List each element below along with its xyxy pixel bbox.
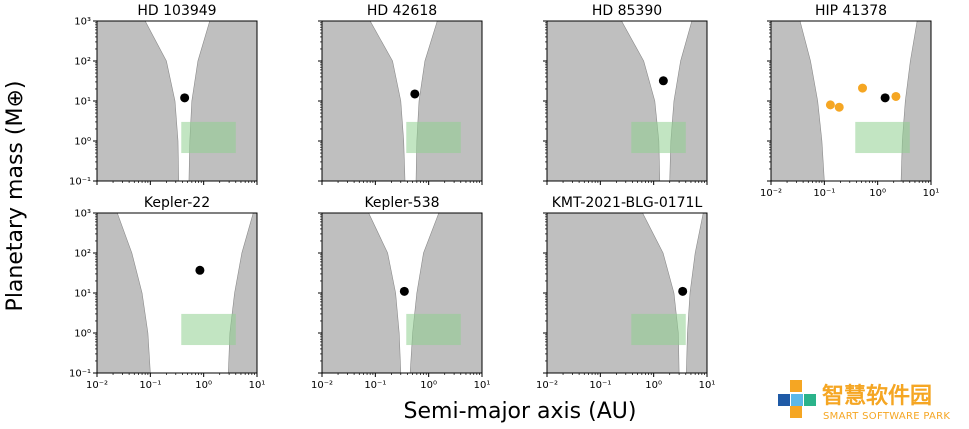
x-tick-label: 10⁻¹ — [813, 188, 835, 199]
x-tick-label: 10⁰ — [420, 380, 437, 391]
y-tick-label: 10² — [74, 249, 91, 260]
x-tick-label: 10⁰ — [645, 380, 662, 391]
watermark-name-cn: 智慧软件园 — [822, 383, 932, 409]
y-tick-label: 10³ — [74, 209, 91, 220]
panel-title: HIP 41378 — [815, 3, 887, 19]
y-tick-label: 10¹ — [74, 289, 91, 300]
x-tick-label: 10⁻² — [760, 188, 782, 199]
panel-plot-area — [771, 21, 931, 181]
planet-point — [678, 286, 688, 296]
logo-square-orange — [790, 380, 802, 392]
excluded-region-left — [547, 21, 661, 181]
habitable-zone-box — [855, 121, 910, 154]
excluded-region-right — [900, 21, 931, 181]
logo-square-orange-2 — [790, 406, 802, 418]
x-tick-label: 10¹ — [923, 188, 940, 199]
panel-title: KMT-2021-BLG-0171L — [552, 195, 703, 211]
sibling-planet-point — [834, 102, 844, 112]
x-tick-label: 10⁻² — [86, 380, 108, 391]
excluded-region-right — [669, 21, 707, 181]
habitable-zone-box — [181, 313, 236, 346]
panel-plot-area — [97, 21, 257, 181]
y-tick-label: 10⁻¹ — [69, 369, 91, 380]
x-tick-label: 10⁻¹ — [364, 380, 386, 391]
excluded-region-left — [771, 21, 825, 181]
x-tick-label: 10⁰ — [869, 188, 886, 199]
sibling-planet-point — [825, 100, 835, 110]
x-tick-label: 10⁰ — [195, 380, 212, 391]
x-axis-label: Semi-major axis (AU) — [404, 399, 637, 424]
planet-point — [195, 265, 205, 275]
y-tick-label: 10³ — [74, 17, 91, 28]
y-tick-label: 10⁰ — [74, 329, 91, 340]
excluded-region-left — [97, 21, 179, 181]
panel-title: Kepler-538 — [364, 195, 439, 211]
x-tick-label: 10¹ — [474, 380, 491, 391]
panel-3: HD 85390 — [543, 3, 708, 185]
habitable-zone-box — [406, 121, 461, 154]
panel-1: HD 103949 10⁻¹ 10⁰ 10¹ 10² 10³ — [69, 3, 258, 188]
sibling-planet-point — [858, 83, 868, 93]
y-tick-label: 10⁻¹ — [69, 177, 91, 188]
x-tick-label: 10¹ — [699, 380, 716, 391]
panel-plot-area — [322, 213, 482, 373]
panel-title: HD 103949 — [137, 3, 216, 19]
x-tick-label: 10⁻¹ — [589, 380, 611, 391]
x-tick-label: 10⁻² — [311, 380, 333, 391]
y-tick-label: 10² — [74, 57, 91, 68]
habitable-zone-box — [631, 313, 686, 346]
excluded-region-left — [322, 21, 406, 181]
excluded-region-left — [97, 213, 151, 373]
planet-point — [410, 89, 420, 99]
y-tick-label: 10¹ — [74, 97, 91, 108]
watermark-name-en: SMART SOFTWARE PARK — [823, 411, 950, 422]
planet-point — [399, 286, 409, 296]
panel-title: Kepler-22 — [144, 195, 210, 211]
panel-plot-area — [322, 21, 482, 181]
x-tick-label: 10⁻¹ — [139, 380, 161, 391]
y-axis-label: Planetary mass (M⊕) — [3, 81, 28, 312]
planet-point — [880, 93, 890, 103]
logo-square-blue — [778, 394, 790, 406]
logo-square-teal — [804, 394, 816, 406]
panel-4: HIP 41378 10⁻² 10⁻¹ 10⁰ 10¹ — [760, 3, 939, 199]
panel-plot-area — [97, 213, 257, 373]
excluded-region-right — [228, 213, 257, 373]
excluded-region-right — [188, 21, 257, 181]
sibling-planet-point — [891, 91, 901, 101]
panel-7: KMT-2021-BLG-0171L 10⁻² 10⁻¹ 10⁰ 10¹ — [536, 195, 715, 391]
habitable-zone-box — [406, 313, 461, 346]
panel-plot-area — [547, 21, 707, 181]
excluded-region-left — [322, 213, 402, 373]
excluded-region-right — [409, 213, 482, 373]
y-tick-label: 10⁰ — [74, 137, 91, 148]
x-tick-label: 10¹ — [249, 380, 266, 391]
habitable-zone-box — [631, 121, 686, 154]
x-tick-label: 10⁻² — [536, 380, 558, 391]
excluded-region-right — [415, 21, 482, 181]
excluded-region-left — [547, 213, 680, 373]
panel-6: Kepler-538 10⁻² 10⁻¹ 10⁰ 10¹ — [311, 195, 490, 391]
watermark-logo: 智慧软件园 SMART SOFTWARE PARK — [778, 380, 950, 422]
excluded-region-right — [686, 213, 707, 373]
planet-point — [658, 76, 668, 86]
panels: HD 103949 10⁻¹ 10⁰ 10¹ 10² 10³ HD 42618 HD 8539… — [69, 3, 939, 391]
panel-plot-area — [547, 213, 707, 373]
planet-point — [180, 93, 190, 103]
panel-title: HD 42618 — [367, 3, 437, 19]
panel-title: HD 85390 — [592, 3, 662, 19]
logo-square-lightblue — [791, 394, 803, 406]
panel-2: HD 42618 — [318, 3, 483, 185]
habitable-zone-box — [181, 121, 236, 154]
